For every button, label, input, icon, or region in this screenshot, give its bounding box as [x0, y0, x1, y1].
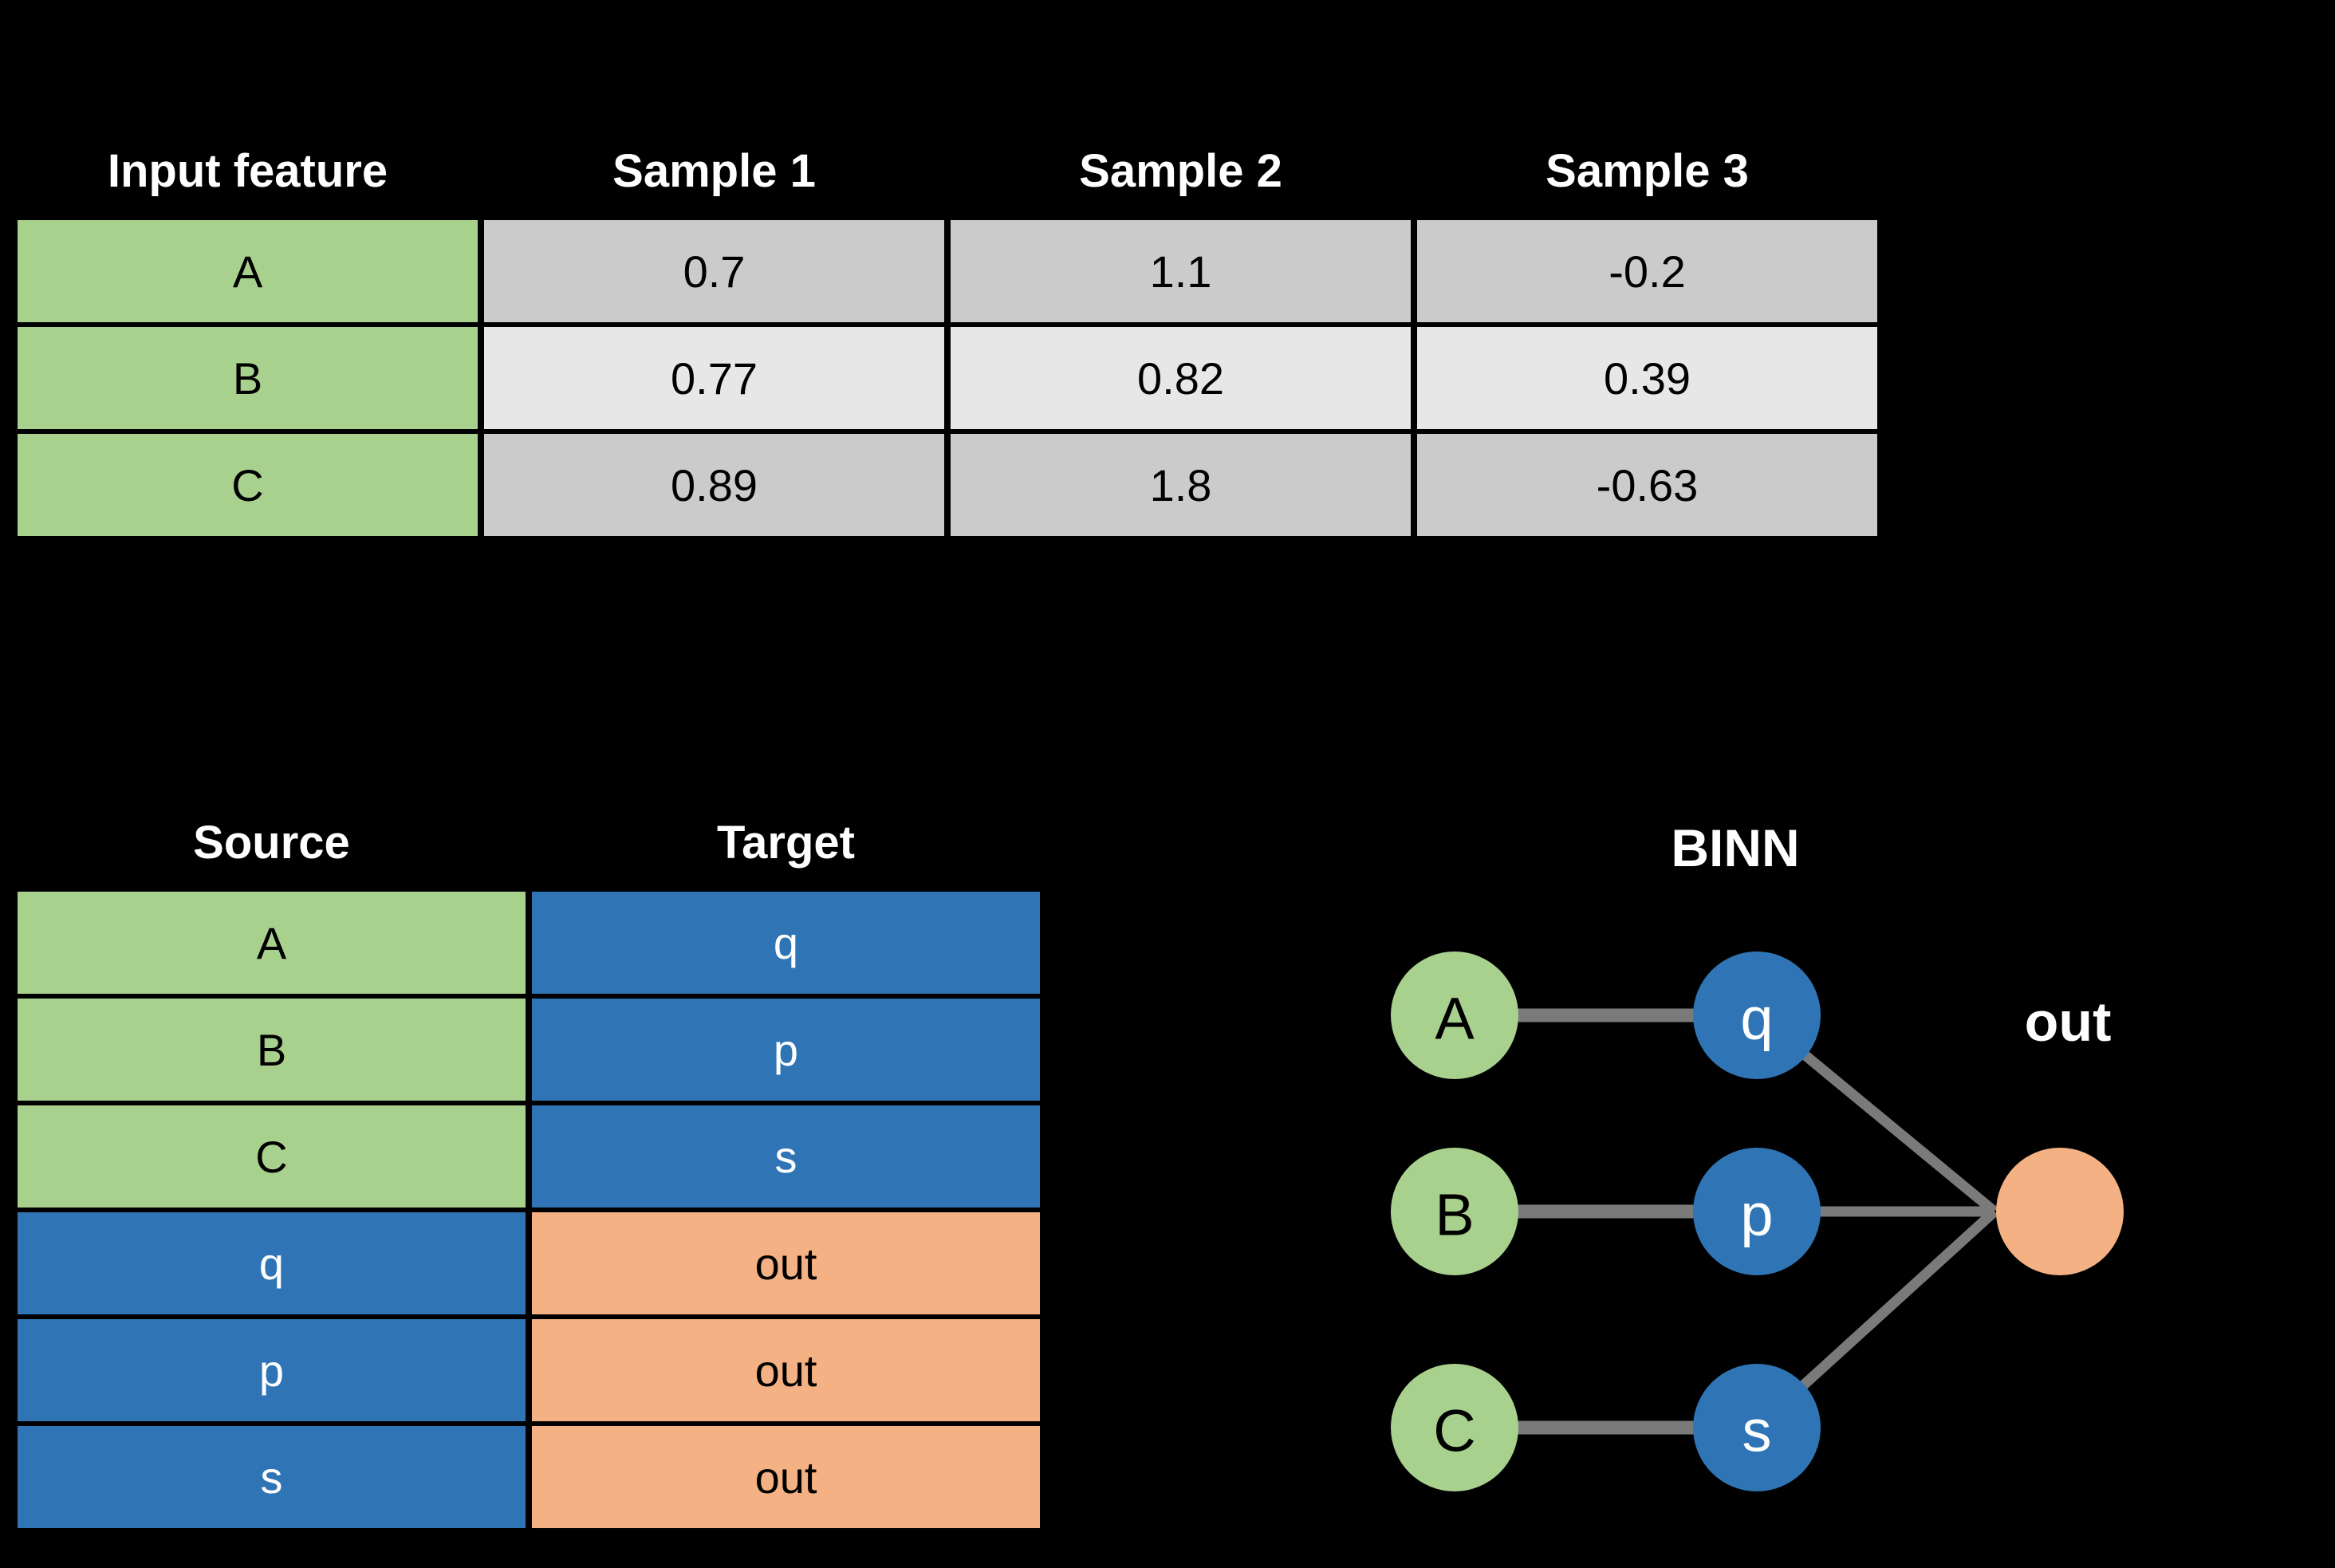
binn-title: BINN — [1671, 818, 1799, 877]
source-cell-c: C — [18, 1105, 526, 1208]
source-cell-s: s — [18, 1426, 526, 1528]
source-cell-b: B — [18, 999, 526, 1101]
source-cell-a: A — [18, 892, 526, 994]
feature-cell-b: B — [18, 327, 478, 429]
source-cell-p: p — [18, 1319, 526, 1421]
feature-cell-a: A — [18, 220, 478, 322]
node-label-q: q — [1740, 986, 1773, 1052]
column-header-sample-2: Sample 2 — [1079, 144, 1282, 197]
value-cell-a-sample-2: 1.1 — [951, 220, 1411, 322]
value-cell-a-sample-1: 0.7 — [484, 220, 944, 322]
node-label-s: s — [1742, 1398, 1772, 1464]
node-s — [1693, 1364, 1821, 1491]
target-cell-q: q — [532, 892, 1040, 994]
node-B — [1391, 1148, 1518, 1275]
value-cell-c-sample-3: -0.63 — [1417, 434, 1877, 536]
input-feature-table: Input feature Sample 1 Sample 2 Sample 3 A 0.… — [18, 126, 1877, 536]
value-cell-a-sample-3: -0.2 — [1417, 220, 1877, 322]
node-p — [1693, 1148, 1821, 1275]
node-C — [1391, 1364, 1518, 1491]
column-header-sample-3: Sample 3 — [1546, 144, 1749, 197]
column-header-source: Source — [193, 816, 350, 869]
target-cell-s: s — [532, 1105, 1040, 1208]
target-cell-p: p — [532, 999, 1040, 1101]
target-cell-out: out — [532, 1319, 1040, 1421]
source-cell-q: q — [18, 1212, 526, 1314]
value-cell-c-sample-1: 0.89 — [484, 434, 944, 536]
column-header-target: Target — [717, 816, 855, 869]
target-cell-out: out — [532, 1212, 1040, 1314]
node-out — [1996, 1148, 2124, 1275]
value-cell-b-sample-2: 0.82 — [951, 327, 1411, 429]
column-header-sample-1: Sample 1 — [612, 144, 816, 197]
feature-cell-c: C — [18, 434, 478, 536]
out-label: out — [2025, 991, 2112, 1053]
node-A — [1391, 951, 1518, 1079]
node-q — [1693, 951, 1821, 1079]
target-cell-out: out — [532, 1426, 1040, 1528]
value-cell-c-sample-2: 1.8 — [951, 434, 1411, 536]
value-cell-b-sample-3: 0.39 — [1417, 327, 1877, 429]
column-header-input-feature: Input feature — [107, 144, 388, 197]
value-cell-b-sample-1: 0.77 — [484, 327, 944, 429]
node-label-p: p — [1740, 1182, 1773, 1248]
node-label-A: A — [1435, 986, 1475, 1052]
node-label-B: B — [1435, 1182, 1474, 1248]
node-label-C: C — [1433, 1398, 1475, 1464]
